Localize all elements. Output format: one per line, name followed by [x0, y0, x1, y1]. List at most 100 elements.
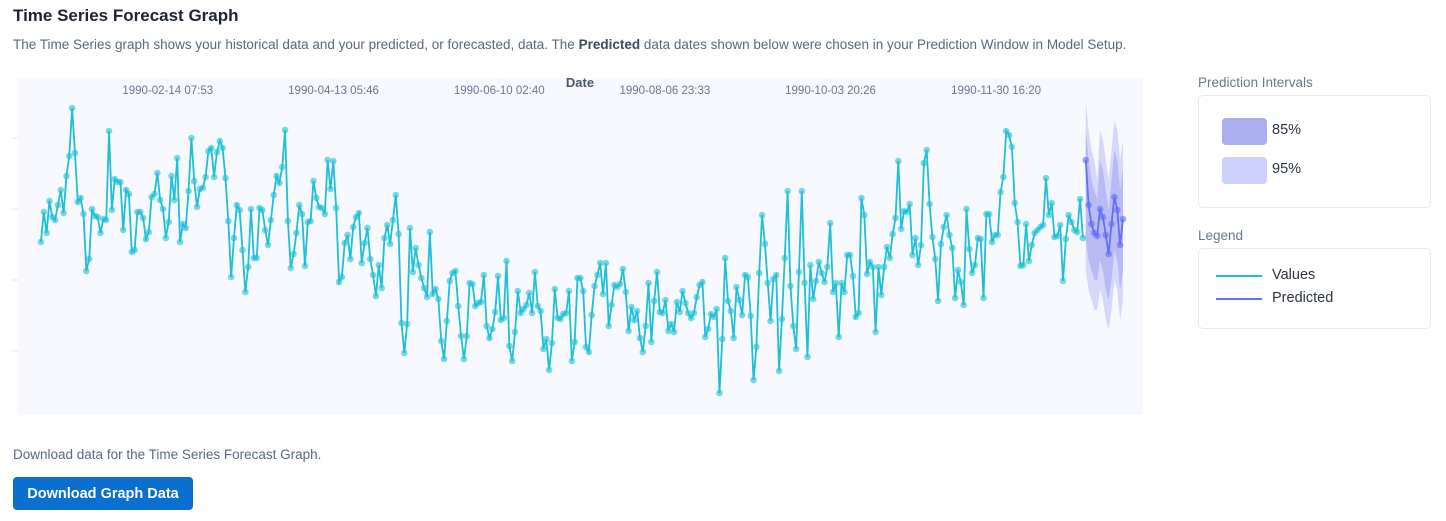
- values-point: [971, 261, 979, 269]
- values-point: [980, 294, 987, 302]
- values-point: [699, 278, 706, 286]
- values-point: [361, 239, 368, 247]
- predicted-point: [1085, 201, 1092, 209]
- predicted-point: [1102, 231, 1110, 239]
- values-point: [454, 302, 462, 310]
- values-point: [57, 186, 65, 194]
- values-point: [616, 280, 624, 288]
- values-point: [142, 235, 150, 243]
- values-point: [159, 205, 167, 213]
- values-point: [733, 283, 740, 291]
- values-point: [514, 287, 522, 295]
- values-point: [423, 293, 431, 301]
- values-point: [185, 187, 192, 195]
- values-point: [324, 156, 331, 164]
- values-point: [687, 314, 695, 322]
- predicted-legend-line: [1216, 298, 1262, 300]
- values-point: [222, 174, 229, 182]
- values-point: [281, 126, 289, 134]
- values-point: [968, 269, 976, 277]
- values-point: [824, 263, 831, 271]
- values-point: [784, 187, 791, 195]
- values-point: [318, 204, 326, 212]
- values-point: [213, 148, 221, 156]
- values-point: [761, 240, 769, 248]
- values-point: [182, 224, 189, 232]
- values-point: [594, 271, 601, 279]
- x-tick-label: 1990-10-03 20:26: [785, 85, 876, 97]
- predicted-point: [1082, 156, 1090, 164]
- values-point: [866, 258, 874, 266]
- values-point: [860, 211, 868, 219]
- values-point: [188, 134, 195, 142]
- values-point: [65, 152, 73, 160]
- values-point: [787, 282, 794, 290]
- values-point: [878, 291, 885, 299]
- legend-box: Values Predicted: [1198, 248, 1431, 329]
- values-point: [83, 267, 90, 275]
- values-point: [1056, 221, 1064, 229]
- values-point: [1065, 211, 1072, 219]
- values-point: [1028, 241, 1036, 249]
- interval-85-swatch: [1222, 118, 1267, 145]
- values-point: [313, 194, 320, 202]
- values-point: [452, 267, 459, 275]
- values-point: [540, 345, 547, 353]
- predicted-point: [1088, 220, 1095, 228]
- values-point: [912, 234, 919, 242]
- values-point: [1005, 131, 1013, 139]
- values-point: [1039, 221, 1047, 229]
- values-point: [545, 366, 553, 374]
- values-legend-label: Values: [1272, 267, 1316, 283]
- values-point: [642, 322, 649, 330]
- values-point: [68, 104, 76, 112]
- values-point: [284, 217, 292, 225]
- values-point: [977, 235, 984, 243]
- values-point: [247, 205, 255, 213]
- interval-85-label: 85%: [1272, 122, 1302, 138]
- values-point: [202, 173, 209, 181]
- prediction-intervals-box: 85% 95%: [1198, 95, 1431, 208]
- values-point: [628, 303, 635, 311]
- values-point: [645, 279, 652, 287]
- values-point: [276, 179, 283, 187]
- values-point: [227, 273, 235, 281]
- values-point: [804, 353, 811, 361]
- values-point: [667, 320, 675, 328]
- values-point: [957, 278, 965, 286]
- values-point: [650, 297, 658, 305]
- values-point: [630, 316, 638, 324]
- values-point: [690, 309, 698, 317]
- values-point: [85, 255, 93, 263]
- values-point: [261, 226, 269, 234]
- values-point: [636, 334, 644, 342]
- values-point: [418, 274, 425, 282]
- values-point: [923, 146, 931, 154]
- x-tick-label: 1990-06-10 02:40: [454, 85, 545, 97]
- values-point: [295, 201, 303, 209]
- values-point: [548, 339, 556, 347]
- values-point: [1076, 195, 1084, 203]
- values-point: [224, 217, 232, 225]
- values-point: [389, 216, 397, 224]
- values-point: [744, 273, 752, 281]
- values-point: [648, 338, 655, 346]
- values-point: [719, 335, 726, 343]
- values-point: [818, 269, 825, 277]
- values-point: [364, 224, 371, 232]
- values-point: [963, 205, 970, 213]
- values-point: [565, 287, 573, 295]
- values-point: [477, 298, 485, 306]
- values-point: [355, 209, 363, 217]
- download-graph-data-button[interactable]: Download Graph Data: [13, 477, 193, 510]
- values-point: [270, 191, 278, 199]
- values-point: [381, 234, 388, 242]
- values-point: [736, 296, 743, 304]
- values-point: [858, 194, 865, 202]
- predicted-point: [1116, 241, 1124, 249]
- values-point: [937, 240, 945, 248]
- values-point: [395, 230, 402, 238]
- time-series-chart[interactable]: 1990-02-14 07:53 1990-04-13 05:46 1990-06-…: [0, 0, 1150, 425]
- values-point: [775, 367, 783, 375]
- predicted-point: [1111, 193, 1118, 201]
